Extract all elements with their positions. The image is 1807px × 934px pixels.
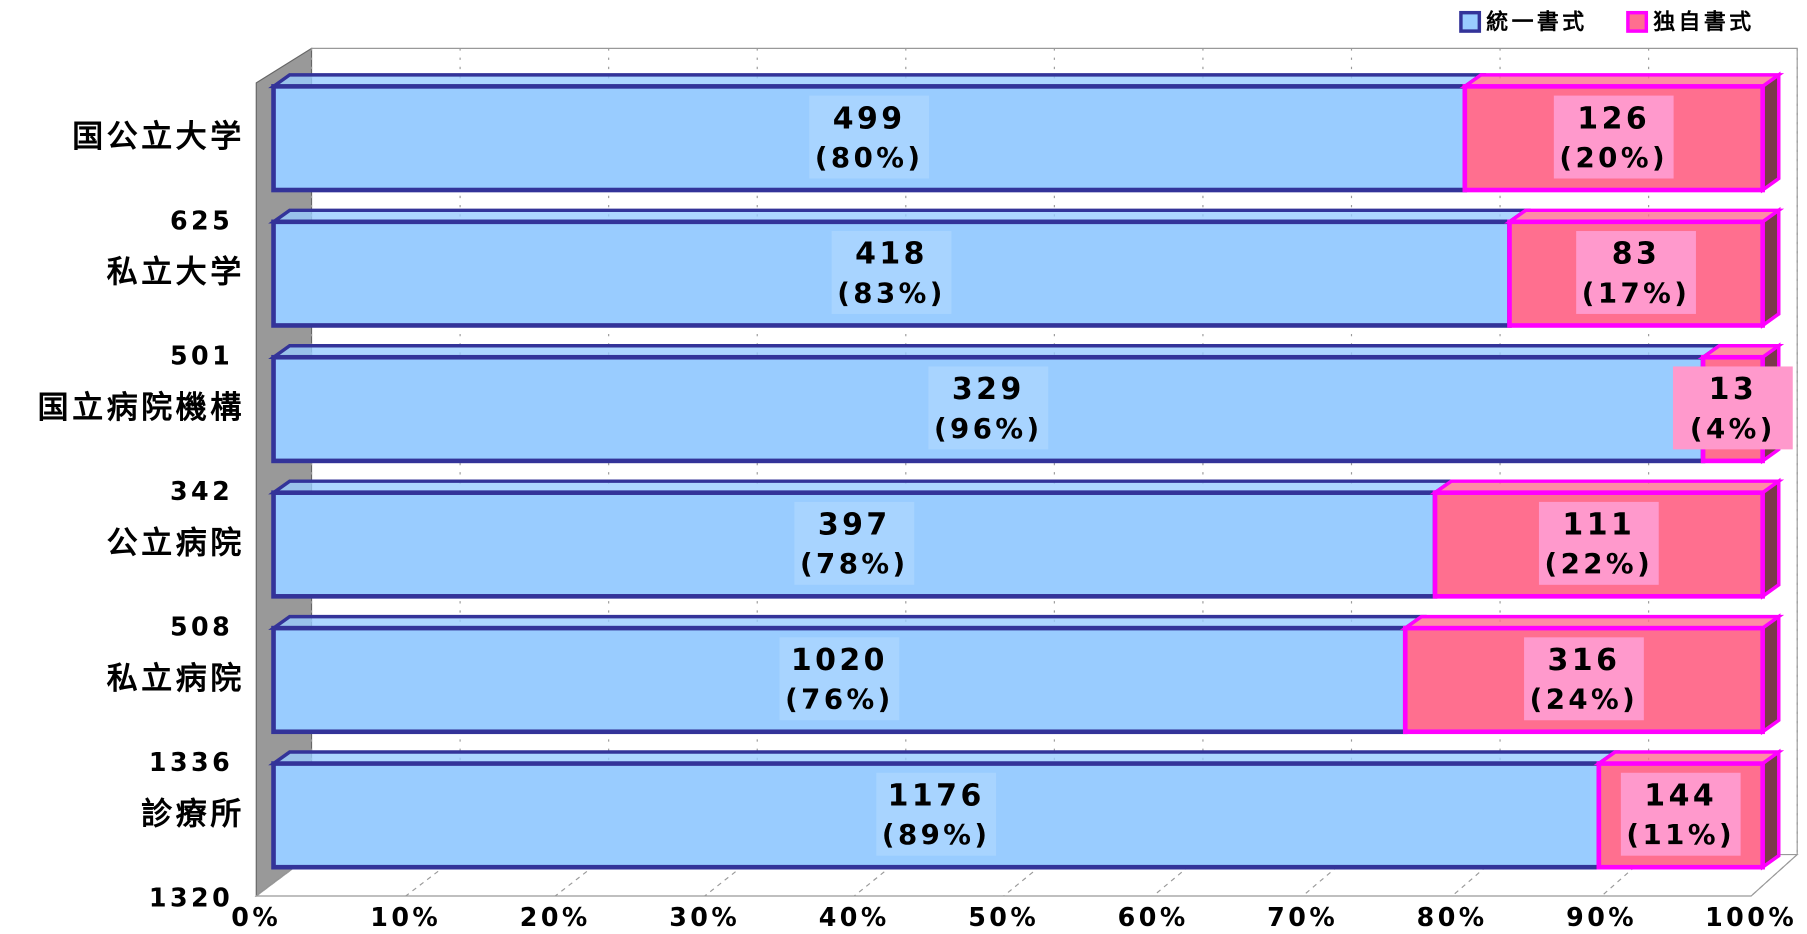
x-tick-label: 0% bbox=[231, 902, 281, 932]
data-label-percent: (78%) bbox=[800, 547, 909, 580]
x-tick-label: 90% bbox=[1566, 902, 1637, 932]
data-label-percent: (96%) bbox=[934, 412, 1043, 445]
x-tick-label: 10% bbox=[370, 902, 441, 932]
x-tick-label: 20% bbox=[520, 902, 591, 932]
x-tick-label: 60% bbox=[1118, 902, 1189, 932]
data-label-percent: (17%) bbox=[1582, 276, 1691, 309]
data-label-percent: (11%) bbox=[1626, 818, 1735, 851]
category-total: 508 bbox=[170, 612, 233, 642]
category-total: 342 bbox=[170, 476, 233, 506]
category-label: 国立病院機構 bbox=[38, 390, 245, 426]
bar-side bbox=[1760, 748, 1781, 871]
category-label: 国公立大学 bbox=[72, 119, 245, 155]
data-label-count: 144 bbox=[1644, 778, 1717, 813]
data-label-bg bbox=[794, 501, 915, 585]
legend-label: 独自書式 bbox=[1653, 9, 1754, 35]
data-label-count: 329 bbox=[952, 372, 1025, 407]
data-label-percent: (24%) bbox=[1530, 683, 1639, 716]
category-total: 501 bbox=[170, 341, 233, 371]
category-label: 私立病院 bbox=[107, 661, 245, 697]
data-label-bg bbox=[928, 366, 1049, 450]
data-label-percent: (76%) bbox=[785, 683, 894, 716]
data-label-bg bbox=[1672, 366, 1793, 450]
data-label-percent: (89%) bbox=[882, 818, 991, 851]
category-total: 1336 bbox=[149, 747, 233, 777]
data-label-percent: (22%) bbox=[1545, 547, 1654, 580]
data-label-count: 499 bbox=[833, 101, 906, 136]
x-tick-label: 30% bbox=[669, 902, 740, 932]
data-label-count: 1176 bbox=[888, 778, 985, 813]
data-label-count: 1020 bbox=[791, 643, 888, 678]
data-label-bg bbox=[1538, 501, 1659, 585]
data-label-bg bbox=[1553, 95, 1674, 179]
data-label-count: 111 bbox=[1562, 508, 1635, 543]
data-label-count: 316 bbox=[1548, 643, 1621, 678]
x-tick-label: 40% bbox=[819, 902, 890, 932]
category-total: 625 bbox=[170, 205, 233, 235]
data-label-count: 397 bbox=[818, 508, 891, 543]
legend-swatch bbox=[1459, 10, 1482, 33]
data-label-percent: (4%) bbox=[1690, 412, 1776, 445]
data-label-count: 418 bbox=[855, 237, 928, 272]
data-label-percent: (83%) bbox=[837, 276, 946, 309]
category-label: 私立大学 bbox=[107, 255, 245, 291]
data-label-bg bbox=[1576, 231, 1696, 314]
data-label-percent: (20%) bbox=[1559, 141, 1668, 174]
bar-side bbox=[1760, 477, 1781, 600]
bar-side bbox=[1760, 613, 1781, 736]
x-tick-label: 70% bbox=[1267, 902, 1338, 932]
data-label-bg bbox=[1620, 772, 1741, 856]
legend-label: 統一書式 bbox=[1486, 9, 1587, 35]
data-label-bg bbox=[1524, 637, 1644, 721]
data-label-percent: (80%) bbox=[815, 141, 924, 174]
floor-grid-line bbox=[1750, 854, 1798, 897]
x-tick-label: 100% bbox=[1705, 902, 1797, 932]
data-label-count: 13 bbox=[1709, 372, 1758, 407]
data-label-bg bbox=[779, 637, 900, 721]
x-tick-label: 80% bbox=[1417, 902, 1488, 932]
legend-swatch bbox=[1626, 10, 1649, 33]
data-label-count: 83 bbox=[1612, 237, 1661, 272]
data-label-bg bbox=[809, 95, 930, 179]
data-label-bg bbox=[831, 231, 952, 314]
category-label: 公立病院 bbox=[107, 526, 245, 562]
bar-side bbox=[1760, 71, 1781, 194]
category-label: 診療所 bbox=[141, 796, 245, 832]
category-total: 1320 bbox=[149, 882, 233, 912]
bar-side bbox=[1760, 206, 1781, 329]
data-label-count: 126 bbox=[1577, 101, 1650, 136]
x-tick-label: 50% bbox=[968, 902, 1039, 932]
data-label-bg bbox=[876, 772, 997, 856]
